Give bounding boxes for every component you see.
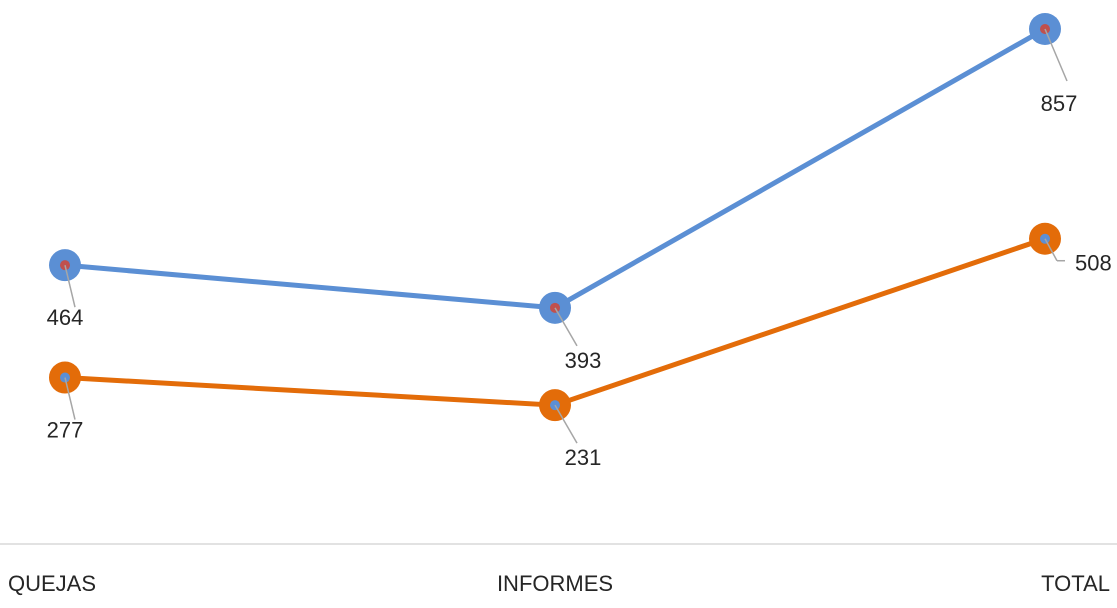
data-label-leader [554, 307, 578, 347]
data-label-leader [1044, 238, 1058, 262]
category-label-informes: INFORMES [497, 571, 613, 596]
category-axis: QUEJAS INFORMES TOTAL [8, 571, 1110, 596]
series-1-line [64, 26, 1047, 311]
data-label: 464 [47, 305, 84, 330]
label-layer: 464 393 857 277 231 508 [47, 28, 1112, 470]
data-label: 857 [1041, 91, 1078, 116]
data-label: 277 [47, 418, 84, 443]
category-label-total: TOTAL [1041, 571, 1110, 596]
data-label-leader [554, 404, 578, 444]
data-label: 508 [1075, 251, 1112, 276]
data-label: 231 [565, 445, 602, 470]
data-label-leader [64, 377, 76, 420]
data-label: 393 [565, 348, 602, 373]
series-layer [49, 13, 1061, 422]
data-label-leader [64, 264, 76, 308]
data-label-leader [1044, 28, 1068, 82]
category-label-quejas: QUEJAS [8, 571, 96, 596]
